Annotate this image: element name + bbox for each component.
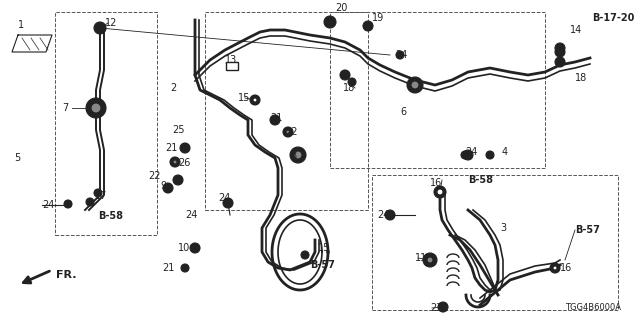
Text: 22: 22: [285, 127, 298, 137]
Circle shape: [170, 157, 180, 167]
Bar: [226, 62, 238, 70]
Text: 8: 8: [290, 151, 296, 161]
Text: 26: 26: [178, 158, 190, 168]
Text: 21: 21: [162, 263, 174, 273]
Text: 18: 18: [343, 83, 355, 93]
Circle shape: [180, 143, 190, 153]
Text: B-17-20: B-17-20: [592, 13, 634, 23]
Text: 23: 23: [430, 303, 442, 313]
Text: 6: 6: [400, 107, 406, 117]
Text: 7: 7: [62, 103, 68, 113]
Text: 15: 15: [238, 93, 250, 103]
Text: B-57: B-57: [310, 260, 335, 270]
Circle shape: [423, 253, 437, 267]
Circle shape: [94, 22, 106, 34]
Text: 16: 16: [560, 263, 572, 273]
Circle shape: [463, 150, 473, 160]
Circle shape: [86, 198, 94, 206]
Circle shape: [223, 198, 233, 208]
Circle shape: [283, 127, 293, 137]
Circle shape: [163, 183, 173, 193]
Text: 21: 21: [270, 113, 282, 123]
Text: 24: 24: [377, 210, 389, 220]
Circle shape: [486, 151, 494, 159]
Circle shape: [555, 47, 565, 57]
Circle shape: [91, 103, 101, 113]
Circle shape: [385, 210, 395, 220]
Circle shape: [434, 186, 446, 198]
Text: 24: 24: [465, 147, 477, 157]
Text: 24: 24: [185, 210, 197, 220]
Text: 13: 13: [225, 55, 237, 65]
Circle shape: [411, 81, 419, 89]
Text: 22: 22: [148, 171, 161, 181]
Text: 19: 19: [372, 13, 384, 23]
Circle shape: [437, 189, 443, 195]
Bar: [55, 12, 157, 235]
Text: 25: 25: [172, 125, 184, 135]
Circle shape: [270, 115, 280, 125]
Circle shape: [553, 266, 557, 270]
Circle shape: [348, 78, 356, 86]
Circle shape: [173, 160, 177, 164]
Text: 3: 3: [500, 223, 506, 233]
Text: 20: 20: [335, 3, 348, 13]
Text: 24: 24: [218, 193, 230, 203]
Circle shape: [396, 51, 404, 59]
Text: 21: 21: [165, 143, 177, 153]
Circle shape: [461, 151, 469, 159]
Circle shape: [427, 257, 433, 263]
Circle shape: [173, 175, 183, 185]
Text: 11: 11: [415, 253, 428, 263]
Text: 24: 24: [395, 50, 408, 60]
Circle shape: [438, 302, 448, 312]
Text: 4: 4: [502, 147, 508, 157]
Bar: [372, 175, 618, 310]
Circle shape: [324, 16, 336, 28]
Text: 10: 10: [178, 243, 190, 253]
Text: 9: 9: [160, 181, 166, 191]
Text: 17: 17: [95, 191, 108, 201]
Text: 1: 1: [18, 20, 24, 30]
Bar: [330, 12, 545, 168]
Circle shape: [64, 200, 72, 208]
Circle shape: [294, 151, 302, 159]
Circle shape: [340, 70, 350, 80]
Text: B-58: B-58: [468, 175, 493, 185]
Text: 12: 12: [105, 18, 117, 28]
Circle shape: [286, 130, 290, 134]
Bar: [205, 12, 368, 210]
Text: 16: 16: [430, 178, 442, 188]
Circle shape: [253, 98, 257, 102]
Circle shape: [550, 263, 560, 273]
Circle shape: [555, 57, 565, 67]
Text: FR.: FR.: [56, 270, 77, 280]
Circle shape: [301, 251, 309, 259]
Text: 2: 2: [170, 83, 176, 93]
Circle shape: [407, 77, 423, 93]
Text: 15: 15: [318, 243, 330, 253]
Circle shape: [363, 21, 373, 31]
Circle shape: [290, 147, 306, 163]
Circle shape: [86, 98, 106, 118]
Text: B-58: B-58: [98, 211, 123, 221]
Text: 24: 24: [42, 200, 54, 210]
Text: 14: 14: [570, 25, 582, 35]
Text: 18: 18: [575, 73, 588, 83]
Text: B-57: B-57: [575, 225, 600, 235]
Circle shape: [94, 189, 102, 197]
Circle shape: [190, 243, 200, 253]
Circle shape: [250, 95, 260, 105]
Circle shape: [181, 264, 189, 272]
Circle shape: [555, 43, 565, 53]
Text: TGG4B6000A: TGG4B6000A: [565, 303, 621, 313]
Text: 5: 5: [14, 153, 20, 163]
